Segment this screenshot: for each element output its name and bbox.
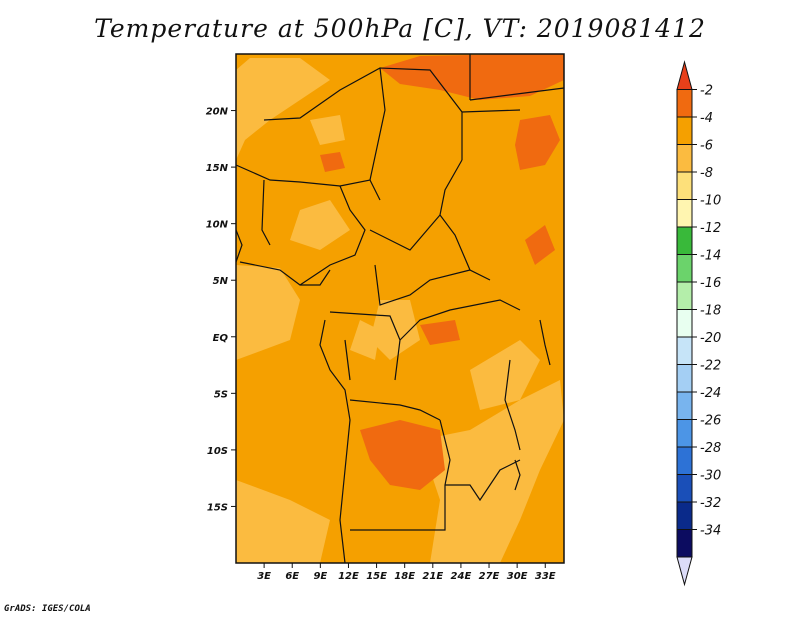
colorbar-label: -4 bbox=[700, 111, 713, 126]
lat-tick-label: 15S bbox=[207, 502, 228, 513]
lon-tick-label: 33E bbox=[535, 571, 556, 582]
longitude-axis: 3E 6E 9E 12E 15E 18E 21E 24E 27E 30E 33E bbox=[257, 563, 556, 582]
lon-tick-label: 21E bbox=[422, 571, 443, 582]
lon-tick-label: 27E bbox=[479, 571, 500, 582]
colorbar-swatch bbox=[676, 171, 693, 200]
colorbar-swatch bbox=[676, 391, 693, 420]
colorbar-label: -2 bbox=[700, 84, 713, 99]
colorbar-label: -6 bbox=[700, 139, 713, 154]
colorbar-swatch bbox=[676, 254, 693, 283]
colorbar-label: -18 bbox=[700, 304, 721, 319]
colorbar-swatch bbox=[676, 144, 693, 173]
colorbar-label: -8 bbox=[700, 166, 713, 181]
temperature-field-light bbox=[236, 58, 564, 563]
colorbar-swatch bbox=[676, 419, 693, 448]
colorbar-swatch bbox=[676, 364, 693, 393]
grads-credit: GrADS: IGES/COLA bbox=[4, 604, 91, 614]
lat-tick-label: 20N bbox=[206, 107, 229, 118]
colorbar-label: -14 bbox=[700, 249, 721, 264]
temperature-field-warm bbox=[320, 54, 564, 490]
colorbar: -2 -4 -6 -8 -10 -12 -14 -16 -18 -20 -22 -24 -26 -28 -3… bbox=[676, 60, 721, 587]
colorbar-swatch bbox=[676, 474, 693, 503]
colorbar-swatch bbox=[676, 281, 693, 310]
lon-tick-label: 9E bbox=[313, 571, 327, 582]
colorbar-label: -12 bbox=[700, 221, 721, 236]
colorbar-label: -26 bbox=[700, 414, 721, 429]
lon-tick-label: 24E bbox=[451, 571, 472, 582]
colorbar-label: -24 bbox=[700, 386, 721, 401]
latitude-axis: 20N 15N 10N 5N EQ 5S 10S 15S bbox=[206, 107, 236, 513]
colorbar-label: -28 bbox=[700, 441, 721, 456]
lon-tick-label: 18E bbox=[394, 571, 415, 582]
colorbar-swatch bbox=[676, 309, 693, 338]
lon-tick-label: 3E bbox=[257, 571, 271, 582]
colorbar-swatch bbox=[676, 501, 693, 530]
colorbar-swatch bbox=[676, 336, 693, 365]
colorbar-label: -34 bbox=[700, 524, 721, 539]
map-frame bbox=[235, 53, 565, 564]
colorbar-label: -30 bbox=[700, 469, 721, 484]
coastline bbox=[235, 229, 551, 564]
map-title: Temperature at 500hPa [C], VT: 201908141… bbox=[94, 14, 706, 43]
colorbar-label: -10 bbox=[700, 194, 721, 209]
lat-tick-label: 10N bbox=[206, 220, 229, 231]
lat-tick-label: EQ bbox=[213, 333, 229, 344]
colorbar-swatch bbox=[676, 116, 693, 145]
colorbar-swatch bbox=[676, 199, 693, 228]
lon-tick-label: 12E bbox=[338, 571, 359, 582]
colorbar-label: -32 bbox=[700, 496, 721, 511]
colorbar-top-arrow bbox=[676, 60, 693, 90]
lat-tick-label: 5S bbox=[214, 389, 228, 400]
colorbar-label: -16 bbox=[700, 276, 721, 291]
lat-tick-label: 5N bbox=[213, 276, 229, 287]
lon-tick-label: 6E bbox=[285, 571, 299, 582]
colorbar-swatch bbox=[676, 529, 693, 558]
colorbar-swatch bbox=[676, 446, 693, 475]
lon-tick-label: 15E bbox=[366, 571, 387, 582]
colorbar-swatch bbox=[676, 89, 693, 118]
colorbar-label: -22 bbox=[700, 359, 721, 374]
colorbar-bottom-arrow bbox=[676, 556, 693, 587]
map-panel bbox=[235, 53, 565, 564]
colorbar-swatch bbox=[676, 226, 693, 255]
colorbar-label: -20 bbox=[700, 331, 721, 346]
lat-tick-label: 15N bbox=[206, 163, 229, 174]
country-borders bbox=[235, 54, 565, 531]
lon-tick-label: 30E bbox=[507, 571, 528, 582]
lat-tick-label: 10S bbox=[207, 446, 228, 457]
